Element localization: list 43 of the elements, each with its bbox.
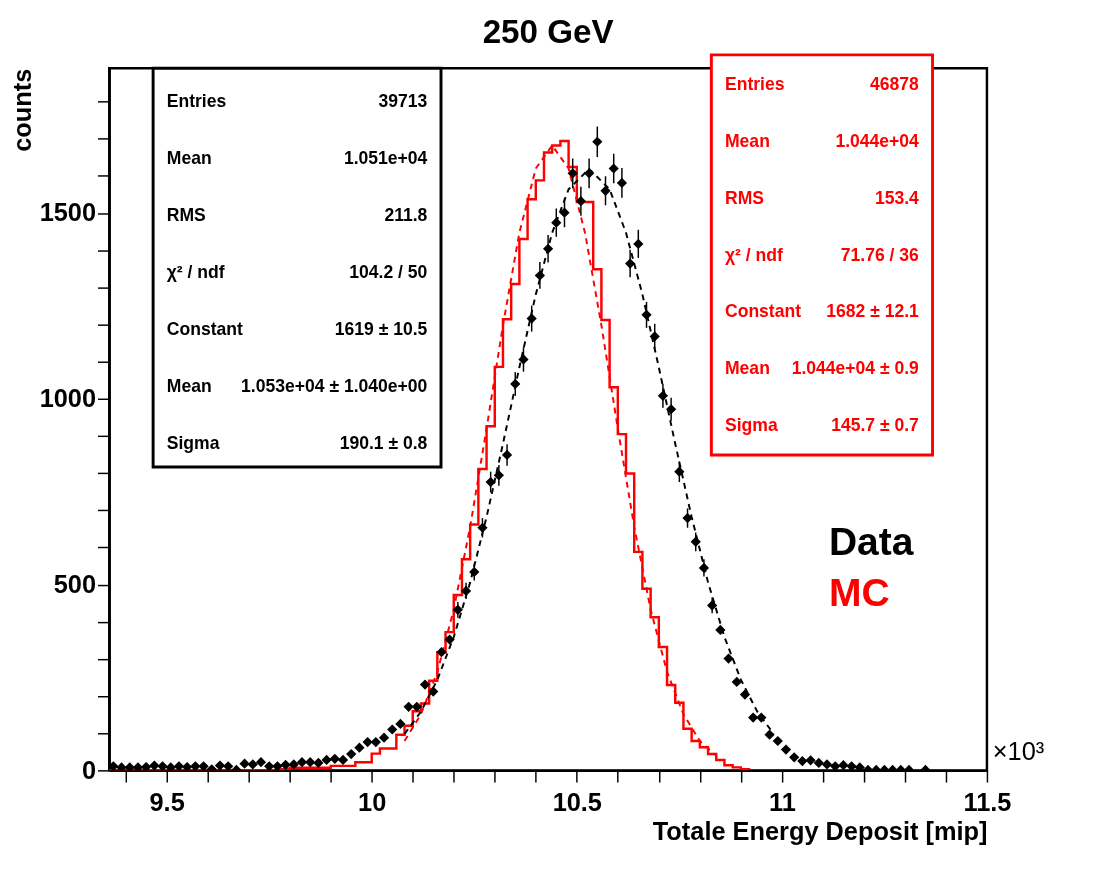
annotation: 1.053e+04 ± 1.040e+00 <box>241 375 428 396</box>
annotation: Mean <box>725 358 770 379</box>
y-axis-title: counts <box>7 68 36 152</box>
annotation: Sigma <box>166 432 220 453</box>
x-tick-label: 9.5 <box>149 787 185 816</box>
annotation: χ² / ndf <box>725 244 783 265</box>
x-axis-title: Totale Energy Deposit [mip] <box>652 817 988 846</box>
annotation: Entries <box>166 91 227 112</box>
annotation: 145.7 ± 0.7 <box>831 415 919 436</box>
y-tick-label: 500 <box>53 569 97 598</box>
annotation: Mean <box>725 130 770 151</box>
annotation: Constant <box>166 318 243 339</box>
annotation: Entries <box>725 73 785 94</box>
annotation: 1682 ± 12.1 <box>826 301 920 322</box>
y-tick-label: 0 <box>81 755 97 784</box>
annotation: 1.044e+04 <box>835 130 920 151</box>
x-tick-label: 10.5 <box>552 787 602 816</box>
annotation: 211.8 <box>384 205 428 226</box>
annotation: Sigma <box>725 415 778 436</box>
text: MC <box>828 570 890 614</box>
annotation: 39713 <box>378 91 428 112</box>
annotation: Constant <box>725 301 802 322</box>
annotation: Mean <box>166 375 212 396</box>
annotation: 190.1 ± 0.8 <box>339 432 428 453</box>
annotation: 1.044e+04 ± 0.9 <box>791 358 920 379</box>
annotation: 153.4 <box>874 187 920 208</box>
x-tick-label: 11 <box>768 787 796 816</box>
annotation: RMS <box>725 187 765 208</box>
y-tick-label: 1000 <box>39 384 97 413</box>
annotation: 71.76 / 36 <box>840 244 920 265</box>
text: ×10³ <box>992 736 1045 765</box>
annotation: 46878 <box>870 73 920 94</box>
x-tick-label: 11.5 <box>963 787 1012 816</box>
chart-title: 250 GeV <box>482 12 614 50</box>
annotation: 1619 ± 10.5 <box>334 318 428 339</box>
annotation: RMS <box>166 205 207 226</box>
annotation: 1.051e+04 <box>343 148 428 169</box>
y-tick-label: 1500 <box>39 198 97 227</box>
x-tick-label: 10 <box>358 787 387 816</box>
annotation: Mean <box>166 148 212 169</box>
text: Data <box>828 520 914 564</box>
annotation: χ² / ndf <box>166 262 225 283</box>
annotation: 104.2 / 50 <box>349 262 428 283</box>
